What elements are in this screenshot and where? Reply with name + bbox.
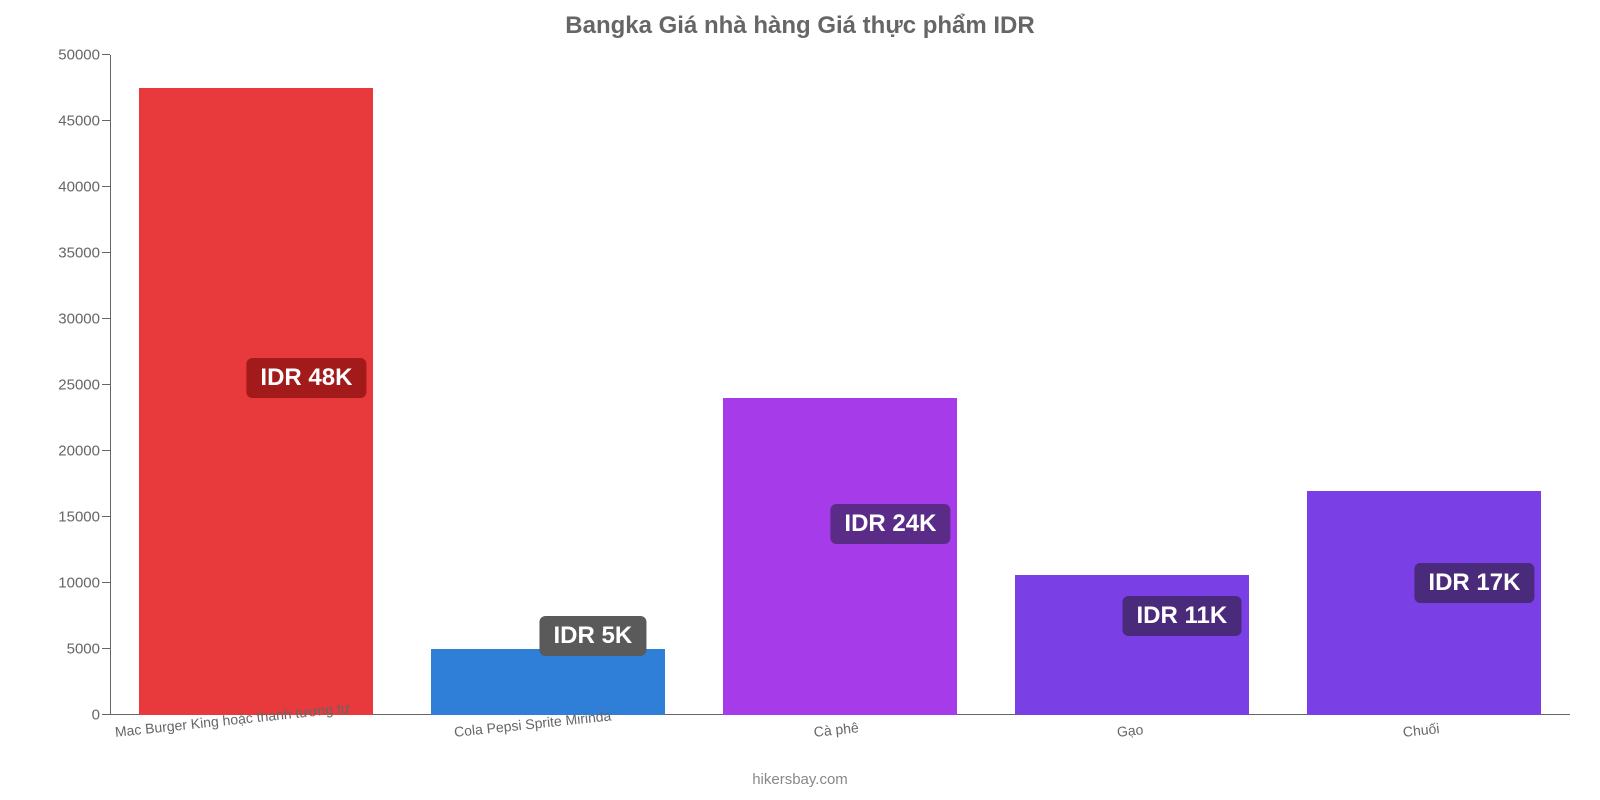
bar-value-badge: IDR 5K (539, 616, 646, 656)
y-tick-mark (102, 120, 110, 121)
x-label-slot: Cà phê (694, 720, 986, 760)
y-tick-label: 45000 (58, 113, 110, 130)
bar-slot: IDR 17K (1278, 55, 1570, 715)
y-tick-label: 50000 (58, 47, 110, 64)
chart-title: Bangka Giá nhà hàng Giá thực phẩm IDR (0, 0, 1600, 40)
bar-value-badge: IDR 24K (830, 504, 950, 544)
chart-container: Bangka Giá nhà hàng Giá thực phẩm IDR ID… (0, 0, 1600, 800)
x-label-slot: Gạo (986, 720, 1278, 760)
bars-group: IDR 48K IDR 5K IDR 24K IDR 11K IDR 17K (110, 55, 1570, 715)
y-tick-mark (102, 252, 110, 253)
x-label: Cà phê (813, 719, 860, 740)
bar-value-badge: IDR 48K (246, 358, 366, 398)
bar (723, 398, 957, 715)
bar (431, 649, 665, 715)
bar-slot: IDR 11K (986, 55, 1278, 715)
y-tick-mark (102, 318, 110, 319)
y-tick-mark (102, 648, 110, 649)
bar-slot: IDR 5K (402, 55, 694, 715)
y-tick-label: 10000 (58, 575, 110, 592)
y-tick-label: 5000 (67, 641, 110, 658)
x-label-slot: Mac Burger King hoặc thanh tương tự (110, 720, 402, 760)
y-tick-label: 30000 (58, 311, 110, 328)
attribution: hikersbay.com (0, 771, 1600, 788)
y-tick-mark (102, 186, 110, 187)
bar-value-badge: IDR 11K (1123, 596, 1242, 636)
x-label-slot: Cola Pepsi Sprite Mirinda (402, 720, 694, 760)
y-tick-label: 40000 (58, 179, 110, 196)
bar-slot: IDR 24K (694, 55, 986, 715)
y-tick-mark (102, 582, 110, 583)
plot-area: IDR 48KIDR 5KIDR 24KIDR 11KIDR 17K 05000… (110, 55, 1570, 715)
x-label-slot: Chuối (1278, 720, 1570, 760)
y-tick-mark (102, 516, 110, 517)
y-tick-label: 25000 (58, 377, 110, 394)
y-tick-mark (102, 450, 110, 451)
y-tick-mark (102, 384, 110, 385)
y-tick-mark (102, 54, 110, 55)
y-tick-label: 0 (92, 707, 110, 724)
x-labels-group: Mac Burger King hoặc thanh tương tựCola … (110, 720, 1570, 760)
y-tick-mark (102, 714, 110, 715)
bar-slot: IDR 48K (110, 55, 402, 715)
bar (139, 88, 373, 715)
y-tick-label: 20000 (58, 443, 110, 460)
y-tick-label: 15000 (58, 509, 110, 526)
y-tick-label: 35000 (58, 245, 110, 262)
bar-value-badge: IDR 17K (1414, 563, 1534, 603)
x-label: Chuối (1402, 720, 1440, 740)
x-label: Gạo (1116, 721, 1144, 740)
